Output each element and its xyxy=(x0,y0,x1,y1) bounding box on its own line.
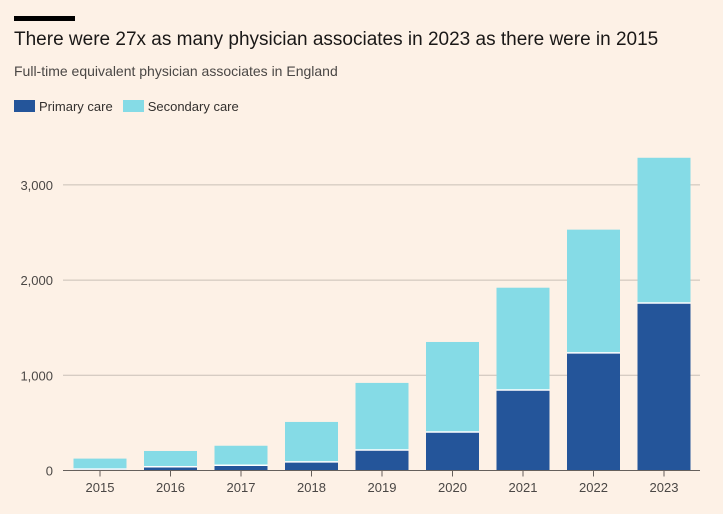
bar-primary-care-2021 xyxy=(496,390,550,471)
chart-subtitle: Full-time equivalent physician associate… xyxy=(14,63,338,79)
legend-swatch-secondary-care xyxy=(122,100,144,112)
legend-item-secondary-care: Secondary care xyxy=(122,98,239,114)
x-tick-label-2021: 2021 xyxy=(509,480,538,495)
brand-bar xyxy=(14,16,75,21)
y-tick-label: 3,000 xyxy=(20,178,53,193)
axes: 0 1,000 2,000 3,000 2015 2016 2017 2018 2019 2020… xyxy=(20,178,700,495)
x-tick-label-2019: 2019 xyxy=(368,480,397,495)
bar-primary-care-2019 xyxy=(355,450,409,471)
x-tick-label-2015: 2015 xyxy=(86,480,115,495)
bar-secondary-care-2022 xyxy=(567,229,620,353)
x-tick-label-2016: 2016 xyxy=(156,480,185,495)
bar-primary-care-2020 xyxy=(426,431,479,471)
bar-secondary-care-2015 xyxy=(73,458,127,470)
bar-primary-care-2023 xyxy=(637,302,691,471)
x-tick-label-2022: 2022 xyxy=(579,480,608,495)
y-tick-label: 1,000 xyxy=(20,368,53,383)
bar-secondary-care-2020 xyxy=(426,341,479,432)
legend-item-primary-care: Primary care xyxy=(14,99,113,114)
bar-primary-care-2022 xyxy=(567,352,620,471)
x-tick-label-2023: 2023 xyxy=(650,480,679,495)
bar-secondary-care-2019 xyxy=(355,382,409,451)
bar-secondary-care-2017 xyxy=(214,445,268,466)
bar-secondary-care-2021 xyxy=(496,287,550,391)
bar-primary-care-2018 xyxy=(285,461,338,471)
y-tick-label: 0 xyxy=(46,464,53,479)
bar-primary-care-2016 xyxy=(144,466,197,471)
chart-legend: Primary care Secondary care xyxy=(14,98,249,114)
x-tick-label-2020: 2020 xyxy=(438,480,467,495)
bar-secondary-care-2016 xyxy=(144,450,197,467)
legend-label-secondary-care: Secondary care xyxy=(147,98,239,114)
y-tick-label: 2,000 xyxy=(20,273,53,288)
x-tick-label-2018: 2018 xyxy=(297,480,326,495)
x-tick-label-2017: 2017 xyxy=(227,480,256,495)
legend-label-primary-care: Primary care xyxy=(39,98,113,114)
legend-swatch-primary-care xyxy=(14,100,35,112)
chart-title: There were 27x as many physician associa… xyxy=(14,29,659,50)
bar-secondary-care-2023 xyxy=(637,157,691,303)
bars xyxy=(73,157,691,471)
bar-primary-care-2017 xyxy=(214,465,268,471)
bar-secondary-care-2018 xyxy=(285,421,338,462)
